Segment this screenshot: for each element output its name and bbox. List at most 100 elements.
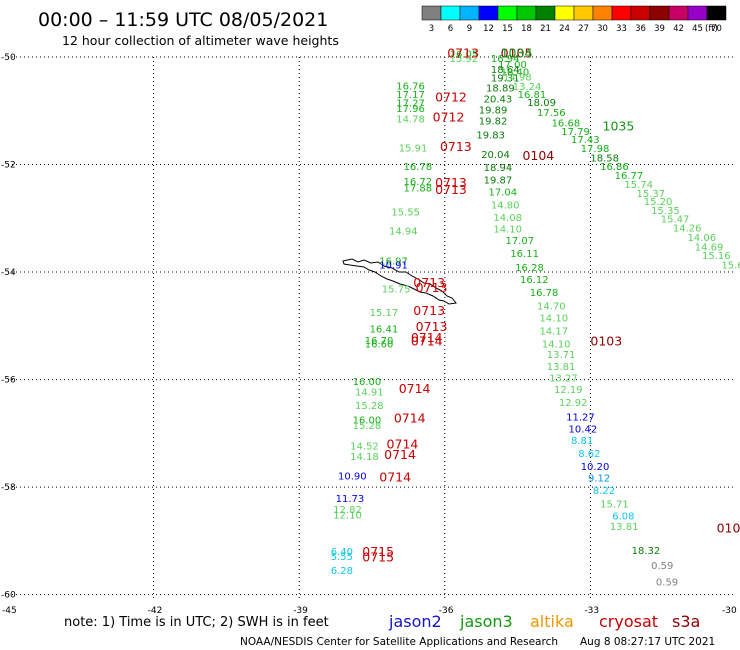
legend-bin-label: 70	[711, 24, 722, 34]
legend-bin-label: 27	[578, 24, 589, 34]
page-title: 00:00 – 11:59 UTC 08/05/2021	[38, 9, 328, 31]
y-tick-label: -56	[1, 376, 16, 386]
wave-height-label: 20.04	[481, 150, 510, 161]
wave-height-label: 14.78	[396, 115, 425, 126]
wave-height-label: 15.17	[370, 308, 399, 319]
pass-time-label: 0105	[501, 46, 533, 61]
wave-height-label: 14.10	[539, 314, 568, 325]
wave-height-label: 16.12	[520, 275, 549, 286]
wave-height-label: 15.16	[702, 251, 731, 262]
wave-height-label: 15.75	[382, 284, 411, 295]
wave-height-label: 17.43	[571, 135, 600, 146]
pass-time-label: 0104	[522, 148, 554, 163]
legend-swatch	[649, 5, 670, 21]
y-tick-label: -54	[1, 268, 16, 278]
footer-note: note: 1) Time is in UTC; 2) SWH is in fe…	[64, 615, 329, 630]
wave-height-label: 16.00	[353, 377, 382, 388]
pass-time-label: 0714	[411, 330, 443, 345]
wave-height-label: 15.35	[651, 206, 680, 217]
wave-height-label: 16.40	[501, 67, 530, 78]
pass-time-label: 0103	[590, 334, 622, 349]
wave-height-label: 14.94	[389, 226, 418, 237]
pass-time-label: 0713	[416, 319, 448, 334]
legend-bin-label: 12	[483, 24, 494, 34]
coastline-south-georgia	[342, 258, 457, 305]
legend-swatch	[421, 5, 442, 21]
wave-height-label: 14.52	[350, 441, 379, 452]
x-tick-label: -42	[148, 606, 163, 616]
pass-time-labels: 0713 010510340712071210350713010407130713…	[362, 46, 740, 565]
wave-height-label: 16.70	[365, 336, 394, 347]
map-grid	[8, 56, 736, 600]
legend-bin-label: 3	[429, 24, 434, 34]
legend-swatch	[706, 5, 727, 21]
pass-time-label: 1035	[603, 119, 635, 134]
wave-height-label: 0.59	[651, 561, 673, 572]
wave-height-label: 16.41	[370, 324, 399, 335]
wave-height-label: 13.81	[610, 522, 639, 533]
wave-height-label: 8.62	[578, 449, 600, 460]
wave-height-label: 12.10	[333, 510, 362, 521]
wave-height-label: 11.73	[336, 494, 365, 505]
x-tick-label: -33	[584, 606, 599, 616]
pass-time-label: 0712	[435, 90, 467, 105]
pass-time-label: 0715	[362, 544, 394, 559]
legend-swatch	[478, 5, 499, 21]
pass-time-label: 0714	[411, 334, 443, 349]
wave-height-label: 19.31	[491, 74, 520, 85]
pass-time-label: 0714	[379, 470, 411, 485]
wave-height-label: 17.96	[396, 104, 425, 115]
pass-time-label: 0714	[394, 411, 426, 426]
wave-height-label: 10.20	[581, 462, 610, 473]
wave-height-label: 10.91	[379, 260, 408, 271]
legend-bin-label: 45	[692, 24, 703, 34]
wave-height-label: 12.82	[333, 505, 362, 516]
wave-height-label: 15.47	[661, 215, 690, 226]
satellite-legend: jason2 jason3 altika cryosat s3a	[388, 612, 700, 631]
satellite-name-cryosat: cryosat	[599, 612, 658, 631]
footer-generated: Aug 8 08:27:17 UTC 2021	[580, 636, 715, 648]
x-tick-label: -30	[722, 606, 737, 616]
legend-bin-label: 18	[521, 24, 532, 34]
legend-swatch	[592, 5, 613, 21]
pass-time-label: 0713	[447, 46, 479, 61]
wave-height-label: 16.81	[518, 90, 547, 101]
wave-height-label: 17.07	[505, 236, 534, 247]
satellite-name-jason2: jason2	[388, 612, 442, 631]
x-tick-label: -45	[2, 606, 17, 616]
legend-bin-label: 30	[597, 24, 608, 34]
wave-height-label: 18.32	[632, 546, 661, 557]
wave-height-label: 15.63	[721, 260, 740, 271]
legend-swatch	[611, 5, 632, 21]
legend-bin-label: 6	[448, 24, 453, 34]
color-legend: 3 6 9 12 15 18 21 24 27 30 33 36 39 42 45 70(ft)	[421, 5, 727, 34]
satellite-name-jason3: jason3	[459, 612, 513, 631]
legend-bin-label: 21	[540, 24, 551, 34]
pass-time-label: 0712	[433, 110, 465, 125]
wave-height-label: 8.81	[571, 436, 593, 447]
wave-height-label: 19.89	[479, 105, 508, 116]
legend-swatch	[535, 5, 556, 21]
legend-swatch	[630, 5, 651, 21]
wave-height-label: 14.17	[539, 326, 568, 337]
legend-bin-label: 36	[635, 24, 646, 34]
y-tick-label: -58	[1, 483, 16, 493]
wave-height-label: 16.68	[552, 118, 581, 129]
pass-time-label: 0713	[435, 182, 467, 197]
wave-height-label: 15.92	[450, 54, 479, 65]
wave-height-label: 16.97	[379, 257, 408, 268]
wave-height-label: 17.88	[404, 183, 433, 194]
wave-height-label: 17.00	[498, 60, 527, 71]
wave-height-label: 12.19	[554, 385, 583, 396]
pass-time-label: 0102	[717, 520, 740, 535]
wave-height-label: 16.05	[450, 50, 479, 61]
wave-height-label: 19.82	[479, 117, 508, 128]
pass-time-label: 0714	[399, 381, 431, 396]
wave-height-label: 18.58	[590, 153, 619, 164]
legend-bin-label: 39	[654, 24, 665, 34]
wave-height-label: 19.83	[476, 131, 505, 142]
wave-height-label: 14.26	[673, 224, 702, 235]
pass-time-label: 0715	[362, 549, 394, 564]
